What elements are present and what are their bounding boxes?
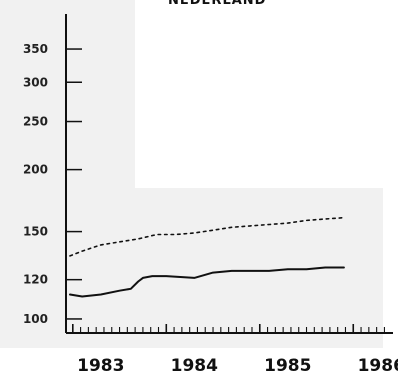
y-tick-label: 250 (23, 115, 48, 129)
series-line-2 (69, 266, 345, 298)
x-tick-label: 1983 (77, 356, 124, 376)
series-line-1 (69, 216, 345, 257)
y-tick-label: 350 (23, 42, 48, 56)
x-tick-label: 1984 (171, 356, 218, 376)
y-tick-label: 120 (23, 273, 48, 287)
y-tick-label: 300 (23, 75, 48, 89)
background-panel-upper (0, 0, 135, 192)
x-tick-label: 1986 (358, 356, 398, 376)
y-tick-label: 100 (23, 312, 48, 326)
chart-title: NEDERLAND (168, 0, 267, 8)
y-tick-label: 150 (23, 225, 48, 239)
y-tick-label: 200 (23, 163, 48, 177)
x-tick-label: 1985 (264, 356, 311, 376)
